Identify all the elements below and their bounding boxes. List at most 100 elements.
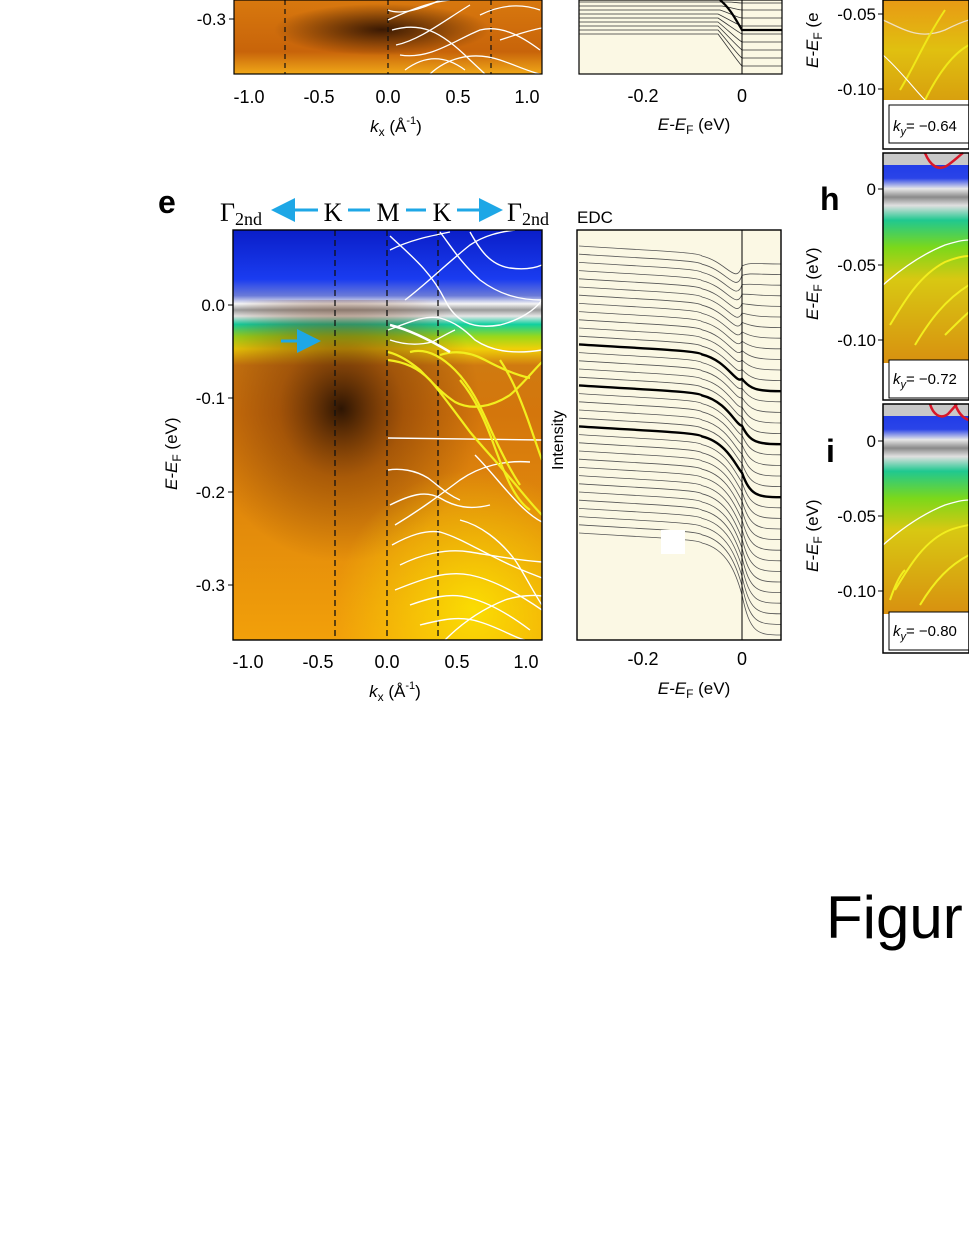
top-arpes-xlabel: kx (Å-1) (370, 115, 422, 139)
top-arpes-bands (387, 0, 543, 75)
panel-h-ytick: 0 (867, 180, 876, 199)
top-edc-xlabel: E-EF (eV) (658, 115, 731, 137)
top-edc-xtick: 0 (737, 86, 747, 106)
edc-curve (578, 262, 782, 292)
edc-curve (578, 524, 782, 625)
edc-curve (578, 450, 782, 530)
edc-curve (578, 516, 782, 615)
panel-label-h: h (820, 181, 840, 217)
panel-i-ylabel: E-EF (eV) (803, 499, 825, 572)
edc-curve (578, 270, 782, 301)
panel-i-ytick: -0.05 (837, 507, 876, 526)
edc-ylabel: Intensity (550, 410, 567, 470)
top-arpes-xtick: 0.5 (445, 87, 470, 107)
edc-curve (578, 286, 782, 318)
edc-curve (578, 467, 782, 551)
panel-e-xtick: 1.0 (513, 652, 538, 672)
path-point-m: M (376, 198, 399, 227)
edc-curve (578, 458, 782, 540)
edc-xtick: -0.2 (627, 649, 658, 669)
panel-g-ytick: -0.05 (837, 5, 876, 24)
panel-e-ytick: -0.2 (196, 483, 225, 502)
edc-curve (578, 532, 782, 636)
edc-curve (578, 442, 782, 519)
edc-curve (578, 417, 782, 487)
edc-curve (578, 360, 782, 413)
path-point-gamma-right: Γ2nd (507, 198, 549, 229)
top-edc-xtick: -0.2 (627, 86, 658, 106)
edc-curve-highlight (578, 425, 782, 499)
panel-h: ky= −0.72 (878, 151, 969, 403)
edc-curve (578, 245, 782, 275)
edc-curve (578, 508, 782, 604)
panel-h-ytick: -0.10 (837, 331, 876, 350)
panel-i-yticks: 0 -0.05 -0.10 (837, 432, 876, 601)
path-point-k-left: K (324, 198, 343, 227)
panel-label-i: i (826, 433, 835, 469)
edc-curve (578, 409, 782, 477)
edc-curve (578, 393, 782, 456)
top-arpes-panel: -0.3 -1.0 -0.5 0.0 0.5 1.0 kx (Å-1) (197, 0, 543, 139)
panel-g: ky= −0.64 -0.05 -0.10 E-EF (e (803, 0, 969, 150)
edc-curve (578, 352, 782, 403)
edc-curve (578, 401, 782, 466)
edc-xtick: 0 (737, 649, 747, 669)
edc-curve (578, 311, 782, 350)
panel-e-xtick: 0.0 (374, 652, 399, 672)
edc-curve (578, 483, 782, 572)
panel-e-ytick: -0.3 (196, 576, 225, 595)
top-arpes-xtick: 1.0 (514, 87, 539, 107)
edc-curve (578, 278, 782, 309)
calc-bands-yellow (387, 349, 544, 516)
panel-e-ylabel: E-EF (eV) (162, 417, 184, 490)
panel-e-path-header: Γ2nd K M K Γ2nd (220, 198, 549, 229)
panel-i: ky= −0.80 (878, 403, 969, 654)
top-arpes-xtick: -1.0 (233, 87, 264, 107)
top-arpes-ytick: -0.3 (197, 10, 226, 29)
panel-h-ytick: -0.05 (837, 256, 876, 275)
panel-i-ytick: -0.10 (837, 582, 876, 601)
panel-e-yticks: 0.0 -0.1 -0.2 -0.3 (196, 296, 225, 595)
edc-xlabel: E-EF (eV) (658, 679, 731, 701)
panel-g-ylabel: E-EF (e (803, 12, 825, 68)
edc-curve (578, 434, 782, 509)
panel-i-ytick: 0 (867, 432, 876, 451)
panel-g-ky-label: ky= −0.64 (893, 118, 957, 138)
figure-caption: Figur (826, 884, 963, 951)
edc-curve-highlight (578, 343, 782, 393)
panel-e-xtick: -1.0 (232, 652, 263, 672)
panel-e-xtick: 0.5 (444, 652, 469, 672)
edc-curve (578, 368, 782, 424)
edc-curve (578, 335, 782, 381)
top-arpes-xtick: 0.0 (375, 87, 400, 107)
edc-curve (578, 475, 782, 562)
panel-e-xtick: -0.5 (302, 652, 333, 672)
panel-h-ylabel: E-EF (eV) (803, 247, 825, 320)
panel-e-arpes-map (228, 229, 544, 641)
edc-curve (578, 253, 782, 283)
edc-title: EDC (577, 208, 613, 227)
edc-curve (578, 327, 782, 371)
edc-curve (578, 303, 782, 339)
path-point-k-right: K (433, 198, 452, 227)
edc-curve (578, 319, 782, 360)
edc-panel (576, 229, 782, 641)
panel-e-xlabel: kx (Å-1) (369, 680, 421, 704)
panel-h-yticks: 0 -0.05 -0.10 (837, 180, 876, 350)
panel-e-ytick: 0.0 (201, 296, 225, 315)
panel-i-ky-label: ky= −0.80 (893, 623, 957, 643)
edc-curve (578, 491, 782, 583)
edc-curve (578, 499, 782, 593)
panel-h-ky-label: ky= −0.72 (893, 371, 957, 391)
edc-curve (578, 294, 782, 328)
panel-e-xticks: -1.0 -0.5 0.0 0.5 1.0 (232, 652, 538, 672)
top-arpes-xtick: -0.5 (303, 87, 334, 107)
panel-e-ytick: -0.1 (196, 389, 225, 408)
panel-label-e: e (158, 184, 176, 220)
top-edc-panel: -0.2 0 E-EF (eV) (578, 0, 783, 137)
edc-curve-highlight (578, 384, 782, 446)
edc-curves (578, 245, 782, 636)
edc-curve (578, 376, 782, 434)
panel-g-ytick: -0.10 (837, 80, 876, 99)
